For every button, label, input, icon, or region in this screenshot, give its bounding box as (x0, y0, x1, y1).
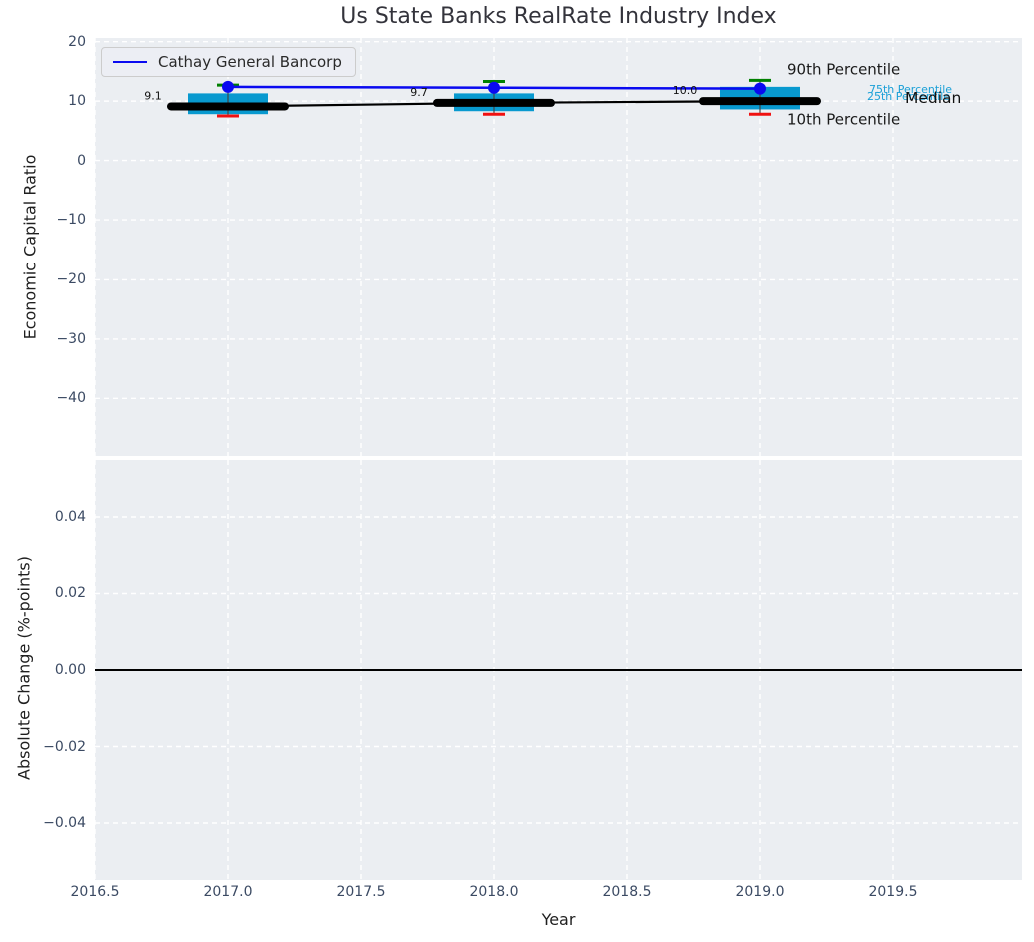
side-label-median: Median (905, 89, 961, 107)
y-tick-label: −30 (56, 330, 86, 347)
top-axes: 9.1 9.7 10.0 90th Percentile 75th Percentile… (94, 38, 1022, 456)
y-tick-label: −10 (56, 212, 86, 228)
y-tick-label: −20 (56, 271, 86, 288)
y-tick-label: 20 (68, 33, 86, 50)
x-tick-label: 2017.0 (203, 884, 253, 900)
x-tick-label: 2018.0 (469, 884, 519, 900)
chart-title: Us State Banks RealRate Industry Index (340, 4, 777, 29)
x-tick-label: 2018.5 (602, 884, 652, 900)
y-tick-label: −0.04 (43, 815, 86, 831)
x-tick-label: 2019.5 (868, 884, 918, 900)
median-value-annotation: 9.7 (410, 86, 428, 99)
y-tick-label: 10 (68, 93, 86, 110)
company-marker (753, 82, 766, 95)
legend-label: Cathay General Bancorp (158, 53, 342, 71)
top-plot-area: 9.1 9.7 10.0 90th Percentile 75th Percentile… (94, 38, 1022, 456)
x-axis-label: Year (541, 910, 576, 929)
company-marker (221, 80, 234, 93)
side-label-90th-percentile: 90th Percentile (787, 61, 900, 79)
x-tick-label: 2016.5 (70, 884, 120, 900)
y-tick-label: 0.04 (54, 508, 86, 525)
y-tick-label: 0 (77, 152, 86, 169)
median-value-annotation: 9.1 (144, 89, 162, 102)
median-value-annotation: 10.0 (673, 84, 698, 97)
y-tick-label: 0.00 (54, 662, 86, 678)
bottom-axes (94, 460, 1022, 880)
y-tick-label: 0.02 (54, 585, 86, 602)
top-y-axis-label: Economic Capital Ratio (20, 154, 40, 340)
y-tick-label: −0.02 (43, 738, 86, 755)
legend: Cathay General Bancorp (101, 47, 356, 77)
y-tick-label: −40 (56, 390, 86, 407)
x-tick-label: 2019.0 (735, 884, 785, 900)
side-label-75th-percentile: 75th Percentile (869, 83, 952, 96)
x-tick-label: 2017.5 (336, 884, 386, 900)
company-marker (487, 81, 500, 94)
legend-line-sample (113, 61, 147, 63)
side-label-10th-percentile: 10th Percentile (787, 111, 900, 129)
bottom-plot-area (94, 460, 1022, 880)
side-label-25th-percentile: 25th Percentile (867, 90, 950, 103)
